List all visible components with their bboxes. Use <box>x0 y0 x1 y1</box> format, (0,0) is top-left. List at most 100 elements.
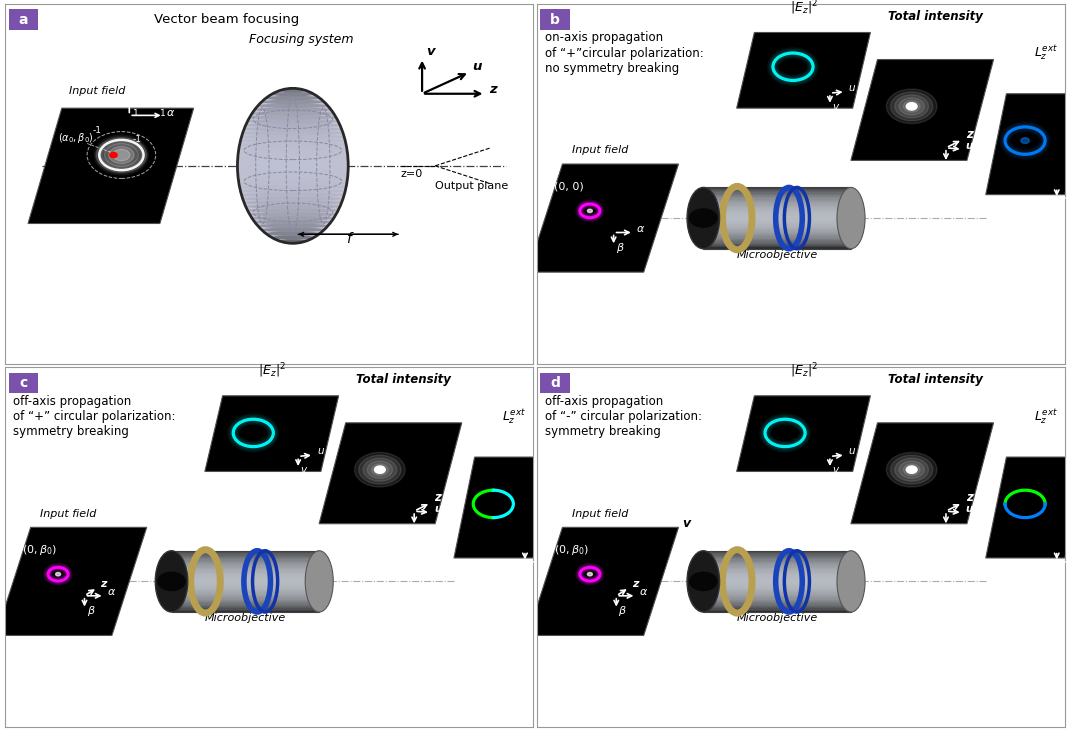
Ellipse shape <box>258 224 327 228</box>
Ellipse shape <box>246 204 340 209</box>
Ellipse shape <box>244 126 341 132</box>
FancyBboxPatch shape <box>540 373 570 393</box>
Text: $(\alpha_0, \beta_0)$: $(\alpha_0, \beta_0)$ <box>58 132 94 145</box>
Circle shape <box>374 466 385 474</box>
Polygon shape <box>171 610 319 611</box>
Circle shape <box>886 452 937 487</box>
Polygon shape <box>171 601 319 602</box>
Polygon shape <box>703 584 851 585</box>
Text: z: z <box>489 83 496 96</box>
Ellipse shape <box>241 138 346 143</box>
Text: β: β <box>615 243 623 253</box>
Polygon shape <box>703 569 851 570</box>
Text: α: α <box>108 587 116 597</box>
Polygon shape <box>703 228 851 229</box>
Ellipse shape <box>247 208 338 213</box>
Polygon shape <box>703 605 851 606</box>
Ellipse shape <box>155 550 187 612</box>
Polygon shape <box>703 572 851 573</box>
Circle shape <box>113 149 129 161</box>
Polygon shape <box>703 550 851 552</box>
Text: u: u <box>966 140 973 151</box>
Circle shape <box>157 572 186 591</box>
Text: v: v <box>426 45 434 58</box>
Polygon shape <box>703 225 851 227</box>
Polygon shape <box>703 217 851 218</box>
Polygon shape <box>171 596 319 597</box>
Polygon shape <box>171 611 319 612</box>
Text: z: z <box>632 578 639 588</box>
Ellipse shape <box>305 550 333 612</box>
Polygon shape <box>703 591 851 592</box>
Polygon shape <box>703 235 851 236</box>
Text: v: v <box>528 558 533 569</box>
Polygon shape <box>703 216 851 217</box>
Ellipse shape <box>238 154 348 159</box>
Polygon shape <box>703 201 851 202</box>
Polygon shape <box>703 556 851 557</box>
Text: β: β <box>133 82 140 92</box>
Polygon shape <box>703 604 851 605</box>
Polygon shape <box>171 586 319 588</box>
Polygon shape <box>703 205 851 206</box>
Polygon shape <box>703 221 851 223</box>
Ellipse shape <box>238 170 348 174</box>
Polygon shape <box>703 564 851 566</box>
Polygon shape <box>171 567 319 568</box>
Polygon shape <box>703 602 851 604</box>
Ellipse shape <box>258 104 327 108</box>
Ellipse shape <box>280 239 305 243</box>
Text: (0, 0): (0, 0) <box>554 181 584 192</box>
Polygon shape <box>171 588 319 590</box>
Polygon shape <box>703 557 851 558</box>
Polygon shape <box>171 561 319 562</box>
Polygon shape <box>703 210 851 211</box>
Polygon shape <box>703 563 851 564</box>
Polygon shape <box>703 553 851 554</box>
Polygon shape <box>171 602 319 604</box>
Circle shape <box>890 455 933 484</box>
Text: v: v <box>1059 195 1065 205</box>
Polygon shape <box>703 562 851 563</box>
Polygon shape <box>703 207 851 208</box>
Text: Output plane: Output plane <box>435 181 508 192</box>
Polygon shape <box>703 552 851 553</box>
Polygon shape <box>171 607 319 608</box>
Polygon shape <box>171 590 319 591</box>
Text: $|E_z|^2$: $|E_z|^2$ <box>258 362 286 380</box>
Polygon shape <box>703 223 851 224</box>
Ellipse shape <box>243 131 343 135</box>
Ellipse shape <box>261 227 324 232</box>
Polygon shape <box>736 32 870 108</box>
Circle shape <box>903 101 920 112</box>
Polygon shape <box>171 585 319 586</box>
Circle shape <box>587 209 593 213</box>
Text: -1: -1 <box>133 135 142 144</box>
Text: u: u <box>542 541 549 551</box>
Circle shape <box>689 208 718 228</box>
Polygon shape <box>171 552 319 553</box>
Polygon shape <box>171 594 319 595</box>
Circle shape <box>906 102 917 110</box>
Polygon shape <box>703 227 851 228</box>
Polygon shape <box>454 457 554 558</box>
Circle shape <box>109 146 134 164</box>
Polygon shape <box>703 248 851 249</box>
Polygon shape <box>171 580 319 581</box>
Polygon shape <box>703 590 851 591</box>
Polygon shape <box>703 558 851 559</box>
Text: -1: -1 <box>92 126 102 135</box>
Ellipse shape <box>238 162 348 166</box>
Polygon shape <box>171 563 319 564</box>
Polygon shape <box>171 573 319 574</box>
Polygon shape <box>703 608 851 610</box>
Ellipse shape <box>837 187 865 249</box>
Text: z=0: z=0 <box>401 169 424 178</box>
Ellipse shape <box>239 181 347 186</box>
Polygon shape <box>528 527 678 635</box>
Polygon shape <box>703 561 851 562</box>
Text: v: v <box>416 523 423 533</box>
Ellipse shape <box>266 96 320 100</box>
Polygon shape <box>171 595 319 596</box>
Polygon shape <box>171 556 319 557</box>
